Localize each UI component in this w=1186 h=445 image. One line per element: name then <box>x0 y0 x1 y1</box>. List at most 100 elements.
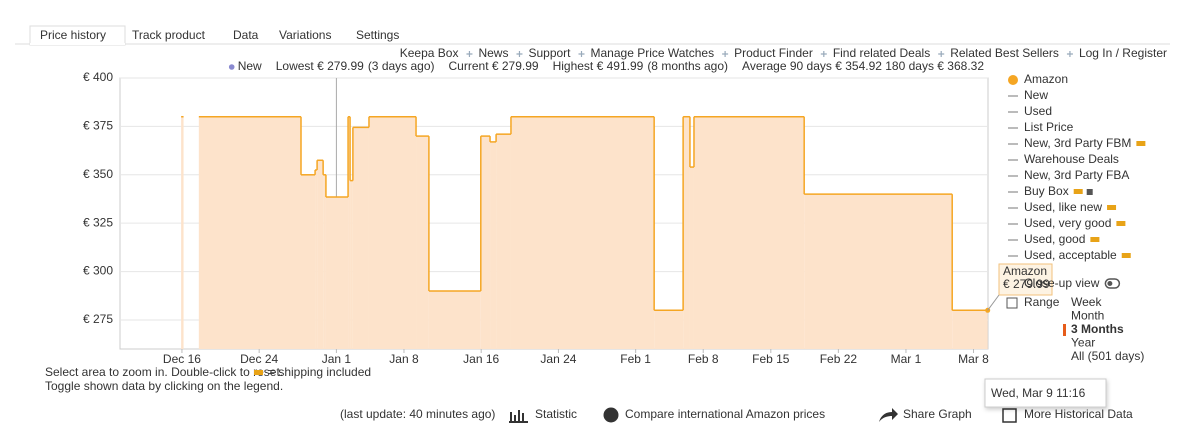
top-link[interactable]: Find related Deals <box>833 46 930 60</box>
y-tick-label: € 275 <box>83 312 113 326</box>
legend-entry[interactable]: List Price <box>1024 120 1074 134</box>
footer-action[interactable]: More Historical Data <box>1024 407 1133 421</box>
footer-action[interactable]: Compare international Amazon prices <box>625 407 825 421</box>
note: Toggle shown data by clicking on the leg… <box>45 379 283 393</box>
area-step <box>181 116 184 349</box>
y-tick-label: € 300 <box>83 264 113 278</box>
legend-entry[interactable]: Used, like new <box>1024 200 1102 214</box>
truck-icon <box>1107 205 1117 210</box>
stat-highest-when: (8 months ago) <box>647 59 728 73</box>
legend-entry[interactable]: New, 3rd Party FBA <box>1024 168 1129 182</box>
x-tick-label: Feb 15 <box>752 352 790 366</box>
link-separator <box>516 51 523 57</box>
top-link[interactable]: Keepa Box <box>400 46 459 60</box>
calendar-icon <box>1006 297 1018 309</box>
area-step <box>350 180 353 349</box>
x-tick-label: Feb 8 <box>688 352 719 366</box>
area-step <box>301 174 316 349</box>
tooltip-series: Amazon <box>1003 264 1047 278</box>
area-step <box>480 136 491 349</box>
link-separator <box>578 51 585 57</box>
area-step <box>510 116 655 349</box>
tooltip-time: Wed, Mar 9 11:16 <box>991 386 1086 400</box>
area-step <box>804 194 953 349</box>
footer-action[interactable]: Statistic <box>535 407 577 421</box>
legend-entry[interactable]: Amazon <box>1024 72 1068 86</box>
top-link[interactable]: Manage Price Watches <box>591 46 715 60</box>
note: Select area to zoom in. Double-click to … <box>45 365 283 379</box>
legend-entry[interactable]: Used, acceptable <box>1024 248 1117 262</box>
top-link[interactable]: Related Best Sellers <box>950 46 1059 60</box>
legend-entry[interactable]: New <box>1024 88 1048 102</box>
area-step <box>348 116 351 349</box>
range-selected-bar <box>1063 324 1066 336</box>
range-option[interactable]: All (501 days) <box>1071 349 1144 363</box>
range-option[interactable]: Month <box>1071 309 1104 323</box>
area-step <box>654 310 684 349</box>
area-step <box>352 127 369 349</box>
truck-icon <box>254 370 263 375</box>
legend-swatch <box>1008 75 1018 85</box>
y-tick-label: € 325 <box>83 215 113 229</box>
tab[interactable]: Price history <box>40 28 106 42</box>
top-link[interactable]: News <box>478 46 508 60</box>
area-step <box>693 116 805 349</box>
legend-entry[interactable]: Used, very good <box>1024 216 1111 230</box>
tab[interactable]: Track product <box>132 28 206 42</box>
x-tick-label: Feb 22 <box>820 352 858 366</box>
tab[interactable]: Variations <box>279 28 331 42</box>
y-tick-label: € 350 <box>83 167 113 181</box>
area-step <box>315 169 318 349</box>
toggle-knob <box>1107 281 1113 286</box>
legend-entry[interactable]: Warehouse Deals <box>1024 152 1119 166</box>
range-option[interactable]: 3 Months <box>1071 322 1124 336</box>
new-dot <box>228 64 235 70</box>
tab[interactable]: Data <box>233 28 259 42</box>
area-step <box>496 134 511 349</box>
top-link[interactable]: Log In / Register <box>1079 46 1167 60</box>
x-tick-label: Mar 1 <box>891 352 922 366</box>
x-tick-label: Jan 16 <box>463 352 499 366</box>
area-step <box>683 116 690 349</box>
area-step <box>416 136 429 349</box>
range-option[interactable]: Week <box>1071 295 1102 309</box>
x-tick-label: Dec 16 <box>163 352 201 366</box>
stat-lowest-when: (3 days ago) <box>368 59 435 73</box>
link-separator <box>820 51 827 57</box>
link-separator <box>722 51 729 57</box>
area-step <box>198 116 302 349</box>
stat-highest: Highest € 491.99 <box>553 59 644 73</box>
legend-entry[interactable]: Used <box>1024 104 1052 118</box>
area-step <box>952 310 988 349</box>
legend-entry[interactable]: Used, good <box>1024 232 1085 246</box>
time-tooltip <box>984 378 1107 408</box>
legend-entry[interactable]: New, 3rd Party FBM <box>1024 136 1131 150</box>
stat-current: Current € 279.99 <box>449 59 539 73</box>
y-tick-label: € 400 <box>83 70 113 84</box>
truck-icon <box>1073 189 1083 194</box>
area-step <box>317 160 324 349</box>
area-step <box>428 290 481 349</box>
legend-entry[interactable]: Buy Box <box>1024 184 1069 198</box>
link-separator <box>1066 51 1073 57</box>
globe-icon <box>603 407 619 423</box>
range-option[interactable]: Year <box>1071 336 1095 350</box>
history-icon <box>1002 408 1017 423</box>
x-tick-label: Dec 24 <box>240 352 278 366</box>
top-link[interactable]: Support <box>528 46 571 60</box>
stat-lowest: Lowest € 279.99 <box>276 59 364 73</box>
stat-average: Average 90 days € 354.92 180 days € 368.… <box>742 59 984 73</box>
close-up-toggle[interactable] <box>1104 278 1121 289</box>
footer-action[interactable]: Share Graph <box>903 407 972 421</box>
truck-icon <box>1121 253 1131 258</box>
tab[interactable]: Settings <box>356 28 399 42</box>
area-step <box>323 174 326 349</box>
area-step <box>689 167 694 349</box>
share-icon <box>879 408 898 422</box>
close-up-label[interactable]: Close-up view <box>1024 276 1100 290</box>
note: = shipping included <box>268 365 371 379</box>
top-link[interactable]: Product Finder <box>734 46 813 60</box>
x-tick-label: Feb 1 <box>620 352 651 366</box>
x-tick-label: Jan 1 <box>322 352 352 366</box>
